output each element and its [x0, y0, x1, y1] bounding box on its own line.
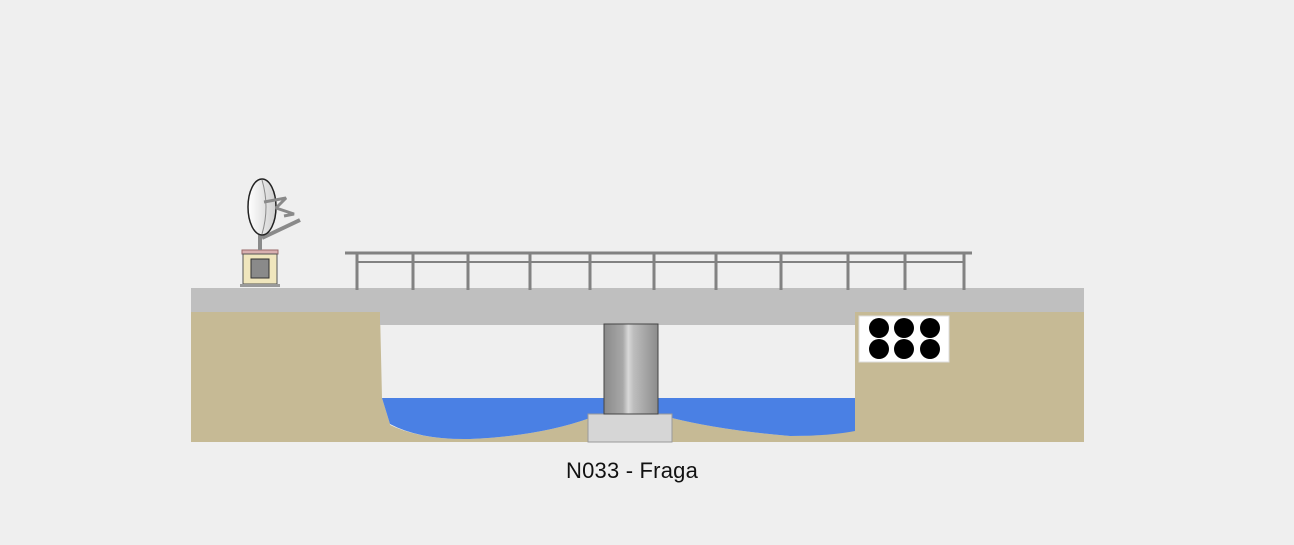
station-box-icon [240, 249, 280, 287]
pier-footing [587, 413, 673, 443]
bridge-deck-beam [380, 312, 855, 325]
station-label: N033 - Fraga [565, 458, 698, 483]
bridge-railing [345, 251, 972, 290]
left-bank [191, 312, 390, 442]
bridge-deck [191, 288, 1084, 312]
bridge-pier [587, 323, 673, 443]
satellite-dish-icon [247, 178, 301, 250]
pier-column [603, 323, 659, 415]
river-water [382, 398, 855, 440]
culvert-pipes-icon [858, 315, 950, 363]
